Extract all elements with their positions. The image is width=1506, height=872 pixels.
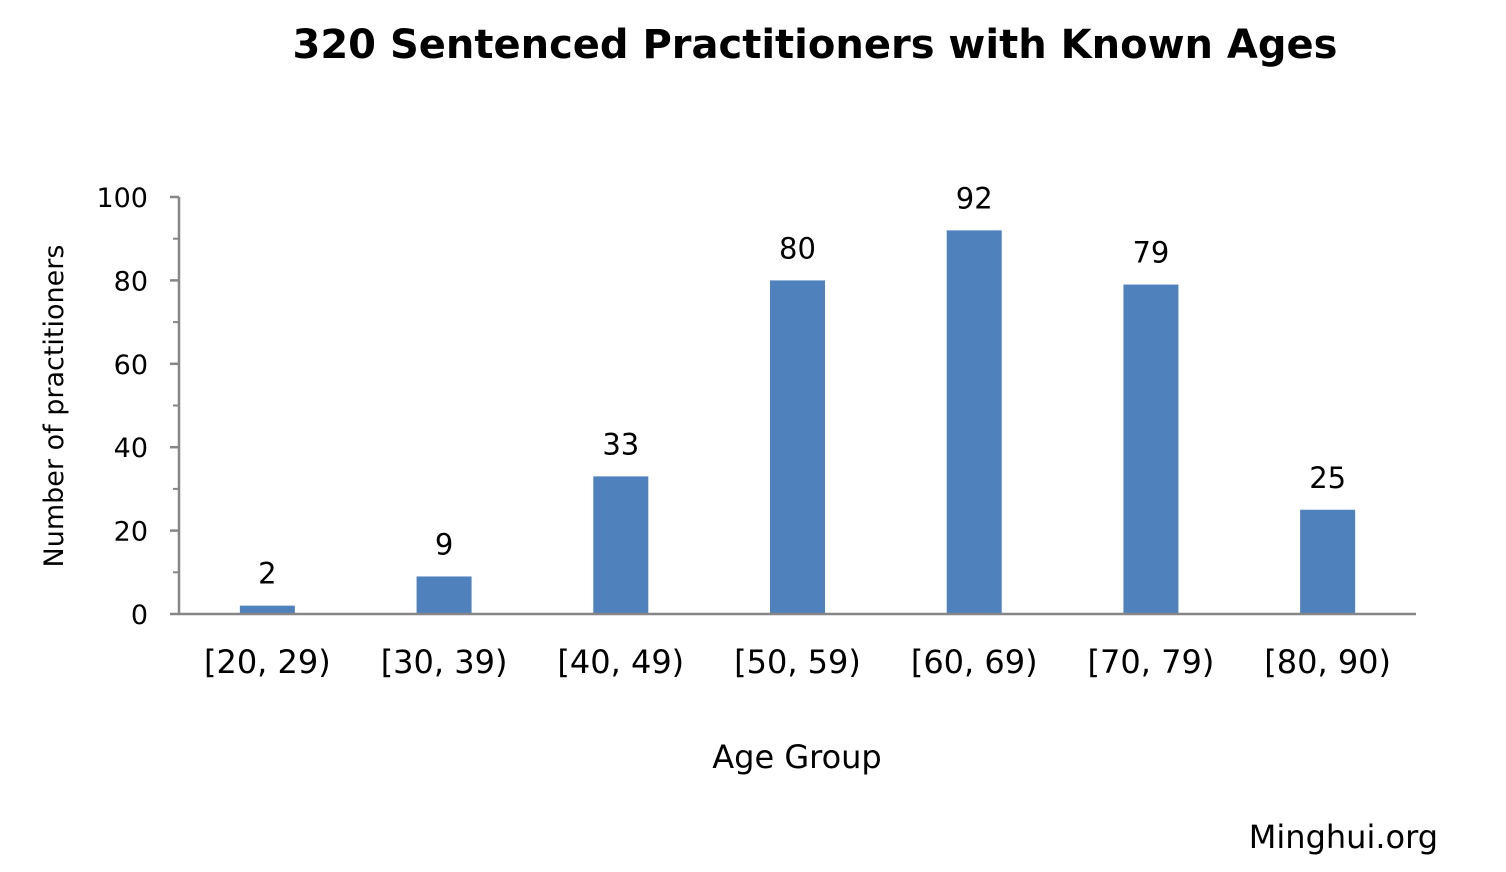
y-axis-ticks: 0 20 40 60 80 100 <box>96 183 179 631</box>
data-label: 80 <box>779 231 816 265</box>
bar <box>416 576 472 614</box>
x-axis-category-labels: [20, 29) [30, 39) [40, 49) [50, 59) [60, 69)… <box>204 643 1391 681</box>
bar <box>239 605 295 614</box>
y-tick-label: 20 <box>114 517 148 548</box>
y-tick-label: 100 <box>96 183 148 214</box>
x-category-label: [50, 59) <box>734 643 861 681</box>
data-label: 9 <box>435 527 453 561</box>
bars <box>239 230 1356 615</box>
chart-title: 320 Sentenced Practitioners with Known A… <box>293 22 1338 68</box>
x-category-label: [20, 29) <box>204 643 331 681</box>
y-tick-label: 60 <box>114 350 148 381</box>
x-category-label: [40, 49) <box>557 643 684 681</box>
data-label: 2 <box>258 557 276 591</box>
data-label: 79 <box>1132 236 1169 270</box>
data-label: 92 <box>956 181 993 215</box>
x-category-label: [60, 69) <box>911 643 1038 681</box>
x-axis-title: Age Group <box>712 738 881 776</box>
bar <box>593 476 649 614</box>
data-labels: 2 9 33 80 92 79 25 <box>258 181 1346 590</box>
y-tick-label: 0 <box>131 600 148 631</box>
data-label: 33 <box>602 427 639 461</box>
y-tick-label: 40 <box>114 433 148 464</box>
x-category-label: [70, 79) <box>1088 643 1215 681</box>
source-watermark: Minghui.org <box>1248 818 1438 856</box>
bar <box>946 230 1002 615</box>
y-axis-title: Number of practitioners <box>39 245 70 568</box>
bar <box>1123 284 1179 614</box>
data-label: 25 <box>1309 461 1346 495</box>
y-tick-label: 80 <box>114 266 148 297</box>
bar <box>1300 509 1356 614</box>
x-category-label: [30, 39) <box>381 643 508 681</box>
x-category-label: [80, 90) <box>1264 643 1391 681</box>
bar <box>770 280 825 614</box>
